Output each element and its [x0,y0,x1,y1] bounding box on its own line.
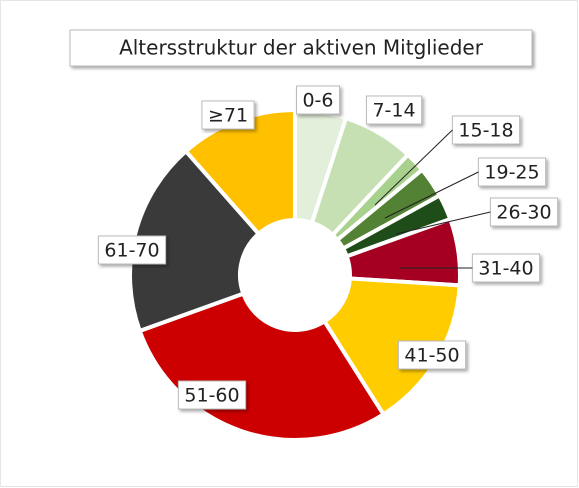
label-box [365,95,423,125]
slice [183,107,297,237]
title-box [69,29,533,67]
slice-label: 26-30 [496,202,551,224]
leader-line [374,129,453,206]
labels: 0-6 7-14 15-18 19-25 26-30 31-40 41-50 51-60 61-… [97,85,559,410]
slice-label: 15-18 [458,120,513,142]
slice-label: 41-50 [404,345,459,367]
chart-title: Altersstruktur der aktiven Mitglieder [119,36,484,60]
slice-label: 61-70 [104,240,159,262]
slice-label: 0-6 [302,90,333,112]
slice-label: 19-25 [484,162,539,184]
label-box [177,380,247,410]
label-box [201,100,255,130]
label-box [471,253,541,283]
label-box [295,85,341,115]
slice-label: 51-60 [184,385,239,407]
label-box [97,235,167,265]
slice-label: ≥71 [208,105,248,127]
slice-label: 7-14 [372,100,415,122]
label-box [451,115,521,145]
slice [128,148,262,334]
label-box [489,197,559,227]
slice [321,276,462,418]
leader-line [384,171,479,219]
label-box [477,157,547,187]
label-box [397,340,467,370]
leader-line [395,211,491,235]
slice-label: 31-40 [478,258,533,280]
